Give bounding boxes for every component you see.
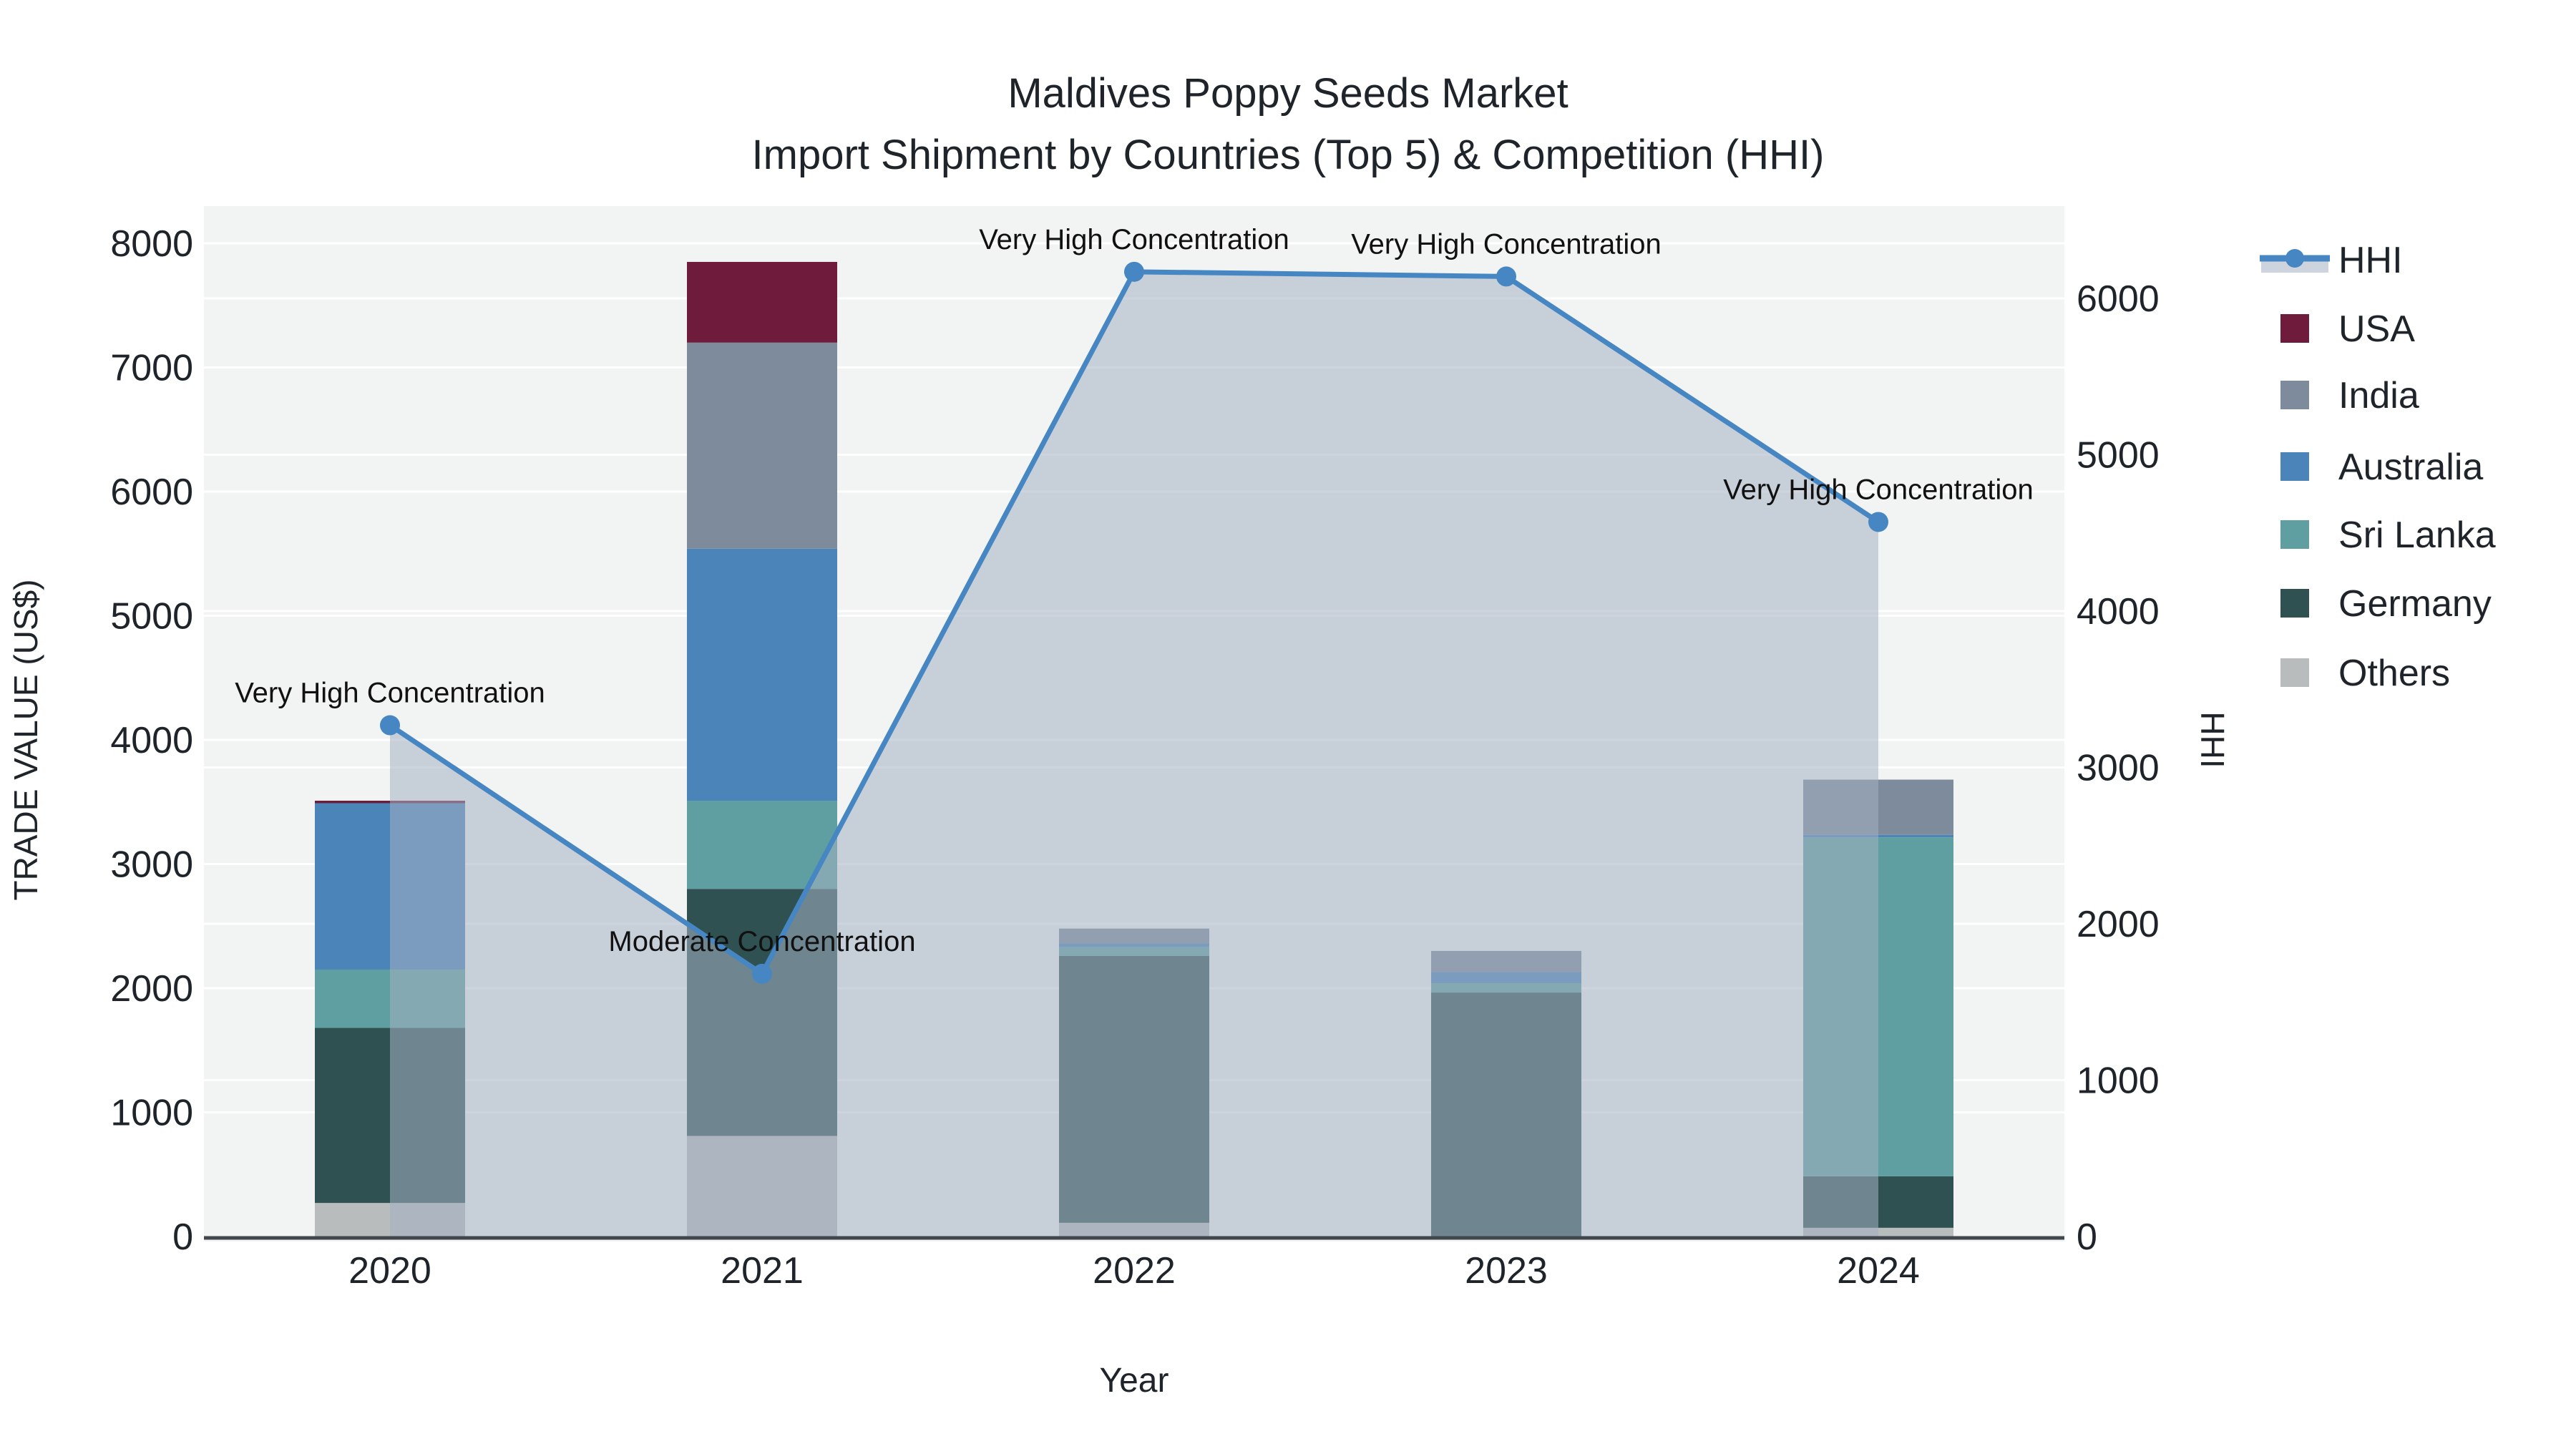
x-axis-tick-2022: 2022 — [1093, 1250, 1176, 1292]
chart-title: Maldives Poppy Seeds Market Import Shipm… — [0, 63, 2576, 186]
annotation-2024: Very High Concentration — [1723, 474, 2034, 505]
y-axis-right-tick-4000: 4000 — [2077, 591, 2160, 633]
bar-segment-australia-2021[interactable] — [687, 548, 837, 801]
legend-swatch-australia — [2280, 452, 2309, 481]
hhi-marker-2023[interactable] — [1496, 266, 1516, 287]
annotation-2021: Moderate Concentration — [608, 926, 915, 957]
chart-title-line1: Maldives Poppy Seeds Market — [1008, 70, 1568, 117]
legend-item-others[interactable] — [2254, 643, 2569, 703]
y-axis-left-tick-4000: 4000 — [110, 720, 193, 761]
legend-swatch-germany — [2280, 589, 2309, 618]
hhi-area-fill — [390, 271, 1878, 1237]
annotation-2023: Very High Concentration — [1351, 228, 1662, 260]
y-axis-left-tick-7000: 7000 — [110, 348, 193, 389]
legend-item-australia[interactable] — [2254, 436, 2569, 497]
chart-title-line2: Import Shipment by Countries (Top 5) & C… — [751, 132, 1825, 178]
y-axis-left-title: TRADE VALUE (US$) — [7, 579, 44, 900]
y-axis-left-tick-6000: 6000 — [110, 472, 193, 513]
y-axis-right-tick-2000: 2000 — [2077, 904, 2160, 945]
y-axis-left-tick-0: 0 — [172, 1216, 193, 1258]
x-axis-tick-2020: 2020 — [348, 1250, 431, 1292]
legend-label-others: Others — [2338, 653, 2450, 694]
legend-swatch-india — [2280, 381, 2309, 409]
annotation-2020: Very High Concentration — [235, 678, 545, 709]
legend-swatch-sri-lanka — [2280, 520, 2309, 549]
legend-item-germany[interactable] — [2254, 573, 2569, 633]
legend-item-hhi[interactable] — [2254, 230, 2569, 290]
legend-label-hhi: HHI — [2338, 240, 2403, 281]
legend-item-india[interactable] — [2254, 365, 2569, 425]
y-axis-right-tick-1000: 1000 — [2077, 1060, 2160, 1102]
y-axis-right-title: HHI — [2194, 711, 2231, 768]
legend-swatch-usa — [2280, 314, 2309, 343]
y-axis-right-tick-6000: 6000 — [2077, 278, 2160, 320]
y-axis-left-tick-5000: 5000 — [110, 596, 193, 638]
annotation-2022: Very High Concentration — [979, 224, 1289, 255]
hhi-marker-2021[interactable] — [752, 963, 772, 984]
legend-label-australia: Australia — [2338, 447, 2483, 488]
y-axis-left-tick-8000: 8000 — [110, 223, 193, 265]
x-axis-tick-2023: 2023 — [1465, 1250, 1548, 1292]
y-axis-right-tick-0: 0 — [2077, 1216, 2097, 1258]
hhi-marker-2020[interactable] — [380, 715, 400, 736]
x-axis-tick-2021: 2021 — [721, 1250, 804, 1292]
x-axis-title: Year — [1100, 1362, 1169, 1400]
legend-item-usa[interactable] — [2254, 298, 2569, 358]
legend-label-sri-lanka: Sri Lanka — [2338, 514, 2496, 556]
bar-segment-usa-2021[interactable] — [687, 262, 837, 343]
legend-swatch-others — [2280, 658, 2309, 687]
y-axis-right-tick-3000: 3000 — [2077, 748, 2160, 789]
y-axis-right-tick-5000: 5000 — [2077, 435, 2160, 477]
y-axis-left-tick-3000: 3000 — [110, 844, 193, 886]
legend-label-usa: USA — [2338, 308, 2415, 350]
y-axis-left-tick-2000: 2000 — [110, 968, 193, 1010]
legend-item-sri-lanka[interactable] — [2254, 504, 2569, 565]
legend-swatch-hhi-marker — [2285, 249, 2304, 268]
y-axis-left-tick-1000: 1000 — [110, 1093, 193, 1134]
legend-label-india: India — [2338, 375, 2419, 416]
x-axis-tick-2024: 2024 — [1837, 1250, 1920, 1292]
hhi-marker-2022[interactable] — [1124, 261, 1144, 282]
bar-segment-india-2021[interactable] — [687, 342, 837, 549]
hhi-marker-2024[interactable] — [1868, 512, 1888, 532]
legend-label-germany: Germany — [2338, 583, 2492, 625]
